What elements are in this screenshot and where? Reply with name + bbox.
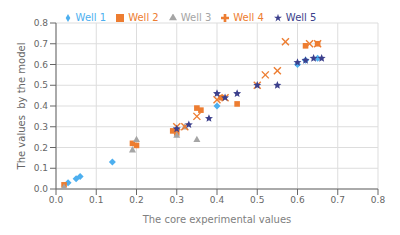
html-text:Well 2: Well 2 (128, 12, 159, 23)
html-text:Well 5: Well 5 (285, 12, 317, 23)
svg-text:0.6: 0.6 (34, 60, 49, 70)
svg-text:0.8: 0.8 (34, 18, 49, 28)
svg-text:0.2: 0.2 (34, 143, 48, 153)
svg-text:0.1: 0.1 (34, 163, 48, 173)
svg-text:0.5: 0.5 (250, 195, 264, 205)
html-text:Well 1: Well 1 (75, 12, 107, 23)
svg-text:The values by the model: The values by the model (16, 43, 27, 171)
html-text:Well 3: Well 3 (180, 12, 212, 23)
svg-text:0.5: 0.5 (34, 80, 48, 90)
svg-text:0.3: 0.3 (170, 195, 184, 205)
svg-text:0.0: 0.0 (49, 195, 64, 205)
html-text:Well 4: Well 4 (233, 12, 264, 23)
svg-text:The core experimental values: The core experimental values (142, 214, 292, 225)
svg-text:0.2: 0.2 (129, 195, 143, 205)
svg-text:0.7: 0.7 (331, 195, 345, 205)
svg-text:0.7: 0.7 (34, 39, 48, 49)
svg-text:0.1: 0.1 (89, 195, 103, 205)
svg-text:0.3: 0.3 (34, 122, 48, 132)
svg-text:0.0: 0.0 (34, 184, 49, 194)
svg-text:0.4: 0.4 (210, 195, 225, 205)
svg-text:0.6: 0.6 (290, 195, 305, 205)
svg-text:0.8: 0.8 (371, 195, 386, 205)
svg-text:0.4: 0.4 (34, 101, 49, 111)
